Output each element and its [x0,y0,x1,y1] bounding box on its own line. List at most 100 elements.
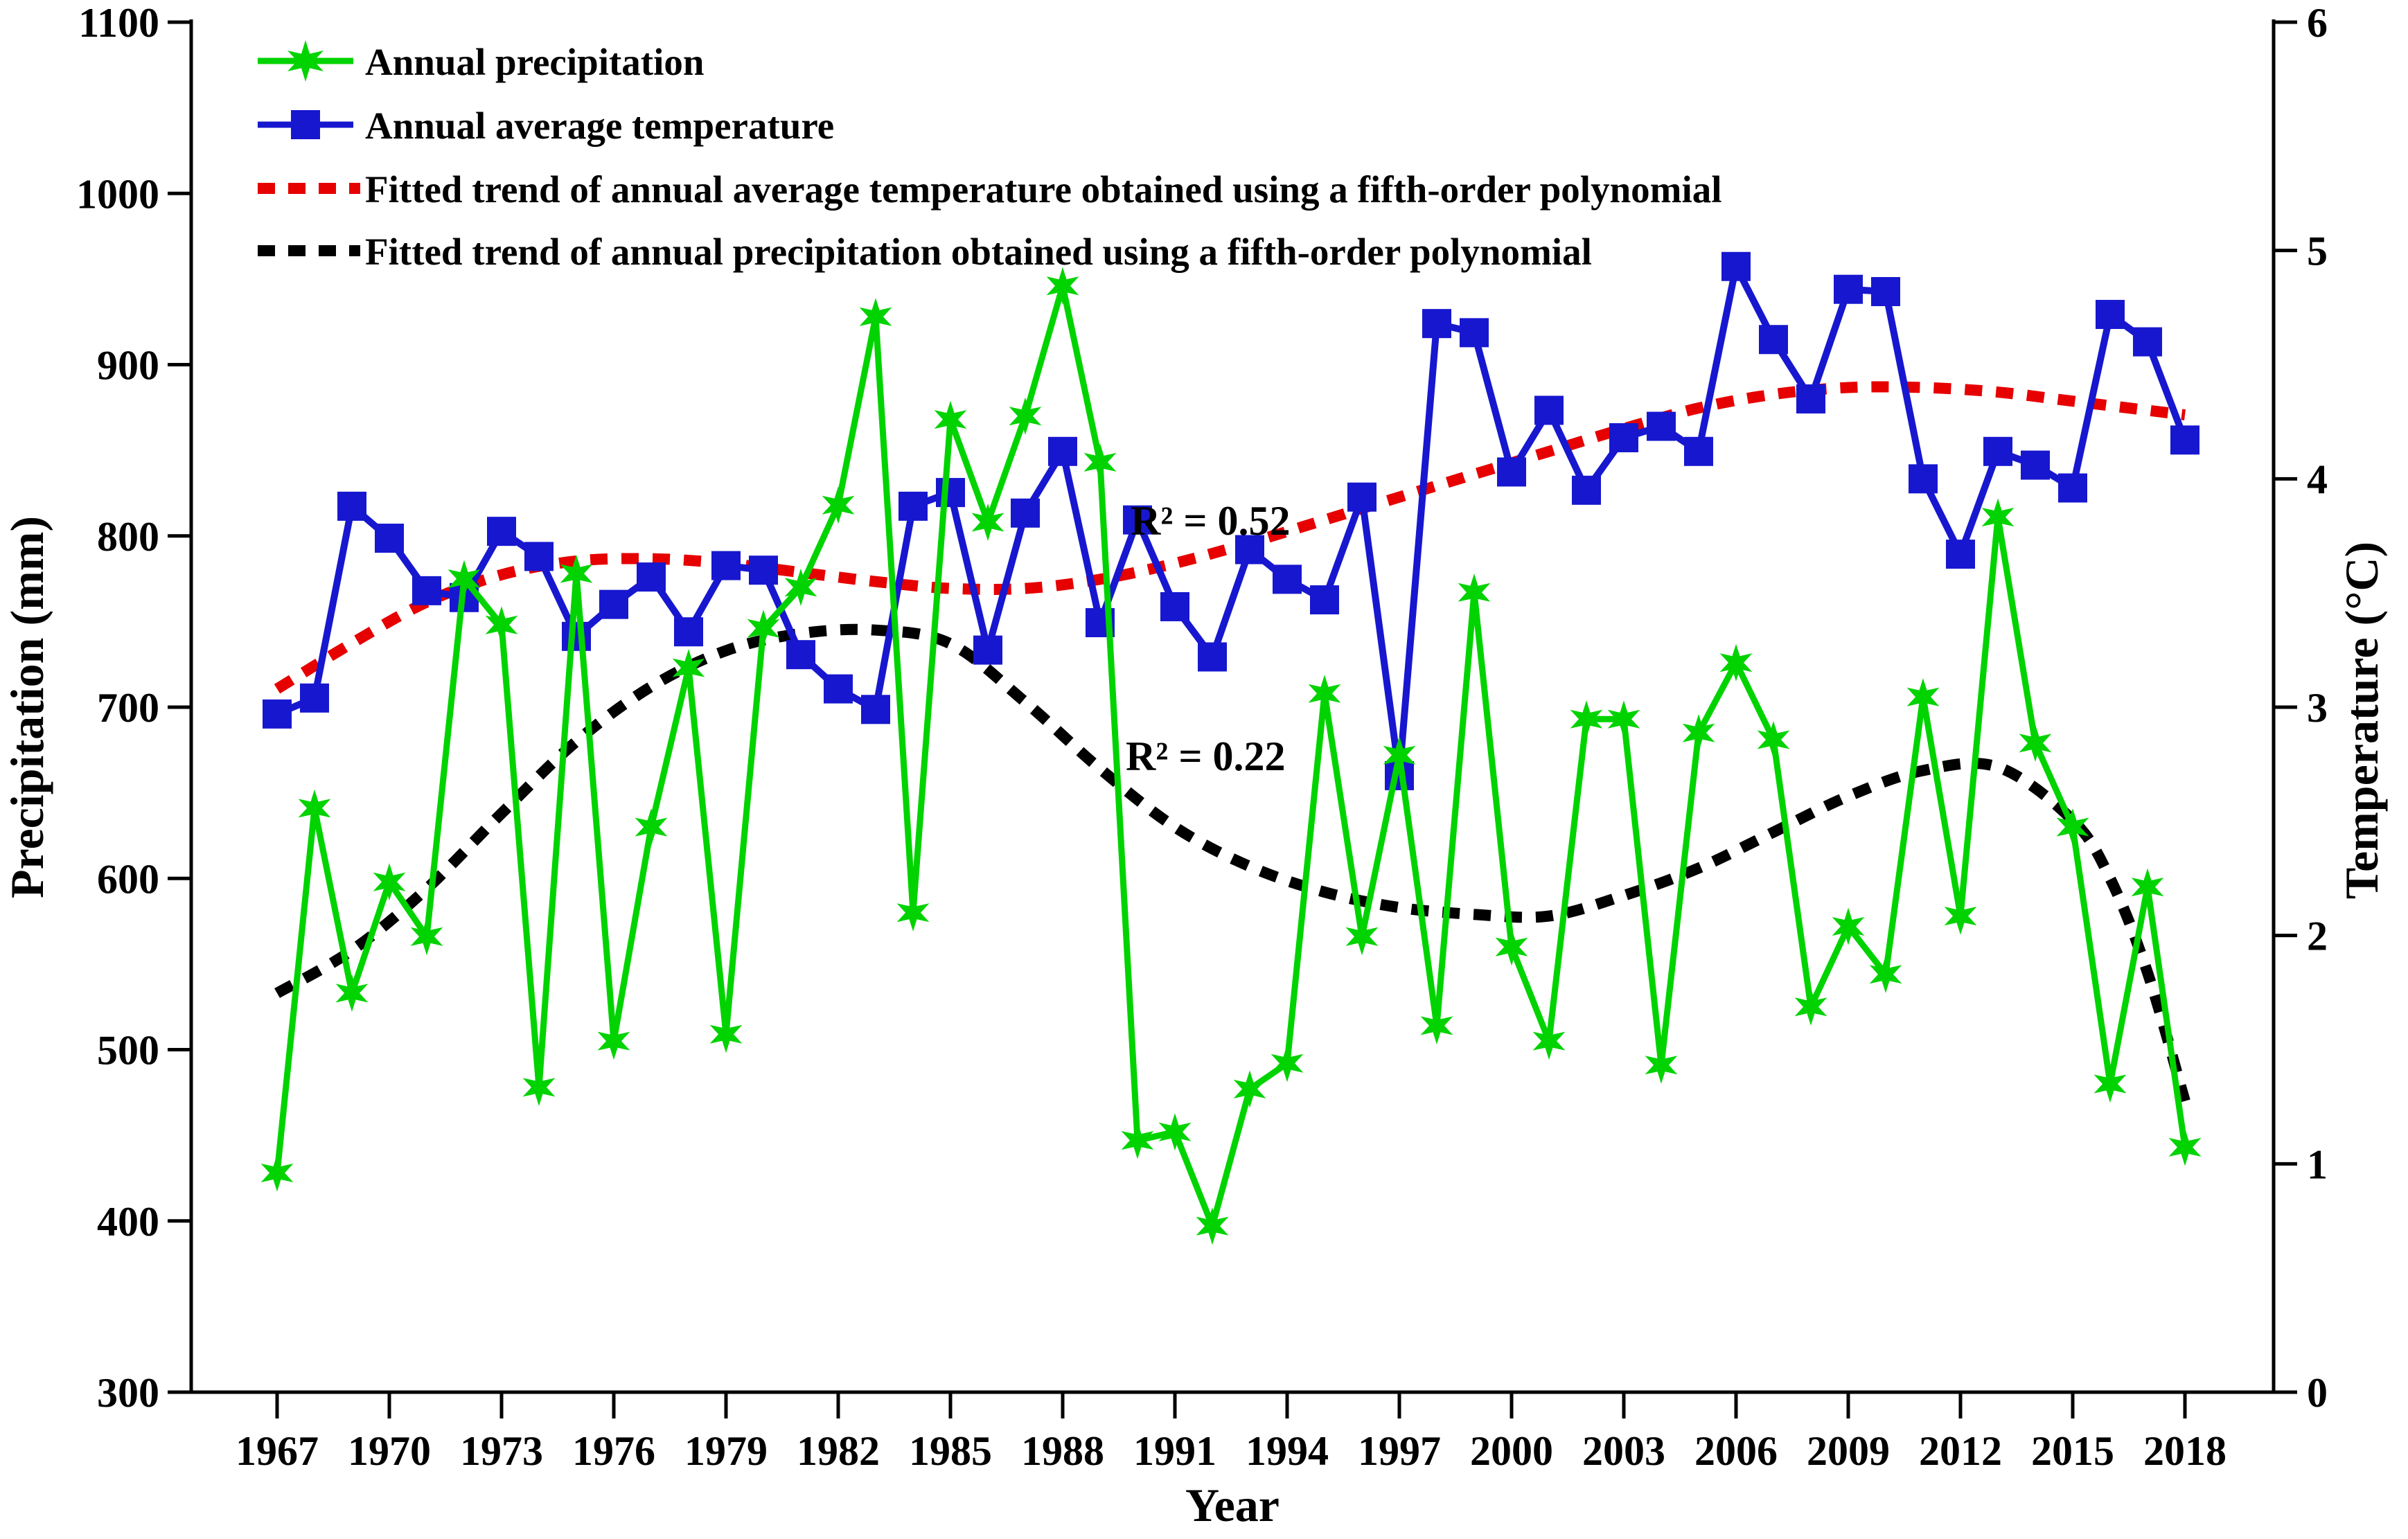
legend-item-annual-average-temperature: Annual average temperature [258,105,834,147]
precipitation-star-marker [635,808,668,846]
precipitation-star-marker [260,1154,294,1192]
precipitation-star-marker [298,789,331,827]
temperature-square-marker [1123,505,1152,535]
precipitation-star-marker [2131,868,2164,906]
legend: Annual precipitation Annual average temp… [258,40,1722,273]
legend-item-precipitation-trend: Fitted trend of annual precipitation obt… [258,231,1592,273]
precipitation-star-marker [1532,1022,1566,1060]
precipitation-line [274,283,2188,1229]
data-series-layer [260,251,2202,1245]
y-left-tick-label: 400 [97,1199,159,1245]
legend-square-icon [291,110,320,139]
y-left-tick-label: 500 [97,1028,159,1074]
y-right-tick-label: 3 [2307,685,2328,731]
precipitation-star-marker [1083,443,1117,481]
x-tick-label: 2006 [1694,1428,1778,1474]
y-right-axis-title: Temperature (°C) [2335,542,2388,899]
temperature-square-marker [1235,535,1264,564]
temperature-square-marker [1273,564,1302,594]
temperature-square-marker [749,555,778,585]
temperature-square-marker [973,635,1002,665]
precipitation-star-marker [859,298,892,336]
precipitation-star-marker [1794,988,1827,1026]
axes-layer: 300 400 500 600 700 800 900 1000 1100 0 1 2 3 4 5 6 1967… [76,0,2328,1474]
legend-item-annual-precipitation: Annual precipitation [258,40,705,83]
y-right-tick-label: 6 [2307,0,2328,46]
x-tick-label: 2018 [2143,1428,2226,1474]
temperature-square-marker [487,517,516,546]
x-tick-label: 1982 [797,1428,880,1474]
precipitation-star-marker [1607,700,1640,738]
precipitation-star-marker [2019,724,2052,762]
x-tick-label: 1997 [1358,1428,1441,1474]
temperature-square-marker [1534,395,1564,425]
x-tick-label: 2003 [1582,1428,1665,1474]
series-annual-average-temperature [263,251,2199,790]
precipitation-star-marker [1233,1070,1266,1108]
precipitation-star-marker [335,974,369,1012]
precipitation-star-marker [747,610,780,648]
temperature-square-marker [1347,482,1376,512]
temperature-square-marker [1497,457,1526,487]
temperature-square-marker [2133,327,2162,357]
temperature-square-marker [1460,318,1489,348]
y-left-axis-title: Precipitation (mm) [1,516,53,898]
temperature-square-marker [2170,425,2199,455]
temperature-square-marker [1609,422,1638,452]
precipitation-star-marker [1682,714,1715,752]
y-left-tick-label: 700 [97,685,159,731]
temperature-square-marker [1160,591,1189,621]
temperature-square-marker [337,491,366,521]
legend-star-icon [287,40,324,82]
x-tick-label: 1967 [236,1428,319,1474]
temperature-square-marker [1834,274,1863,304]
precipitation-star-marker [1046,267,1079,305]
precipitation-star-marker [1458,573,1491,612]
temperature-square-marker [1422,309,1451,339]
y-left-tick-label: 600 [97,856,159,902]
x-tick-label: 1976 [572,1428,655,1474]
temperature-square-marker [1572,475,1601,505]
x-tick-label: 1988 [1021,1428,1104,1474]
temperature-square-marker [674,617,703,647]
precipitation-star-marker [1869,955,1902,993]
x-tick-label: 2000 [1470,1428,1553,1474]
precipitation-star-marker [1196,1207,1229,1245]
y-left-tick-label: 1000 [76,171,159,217]
precipitation-star-marker [1308,675,1341,713]
temperature-square-marker [1871,277,1900,307]
temperature-square-marker [1796,384,1825,413]
x-tick-label: 1985 [909,1428,992,1474]
precipitation-star-marker [784,568,817,606]
precipitation-star-marker [1009,397,1042,435]
precipitation-star-marker [822,486,855,524]
temperature-square-marker [1721,251,1751,281]
temperature-square-marker [1011,498,1040,528]
temperature-square-marker [1310,585,1339,615]
precipitation-star-marker [1495,928,1528,966]
precipitation-star-marker [2168,1128,2202,1166]
temperature-square-marker [637,562,666,592]
y-right-tick-label: 2 [2307,914,2328,959]
precipitation-star-marker [2093,1065,2127,1103]
x-axis-title: Year [1185,1479,1280,1531]
temperature-square-marker [375,524,404,553]
precipitation-star-marker [485,606,518,644]
temperature-square-marker [936,478,965,508]
precipitation-star-marker [1981,498,2015,536]
temperature-square-marker [1048,436,1077,466]
precipitation-star-marker [1158,1113,1192,1151]
r2-annotation-temperature: R² = 0.52 [1131,498,1291,544]
temperature-square-marker [898,491,928,521]
precipitation-star-marker [522,1068,556,1106]
x-tick-label: 2009 [1807,1428,1890,1474]
temperature-square-marker [599,589,628,619]
temperature-square-marker [1946,540,1975,569]
y-right-tick-label: 5 [2307,229,2328,274]
x-tick-label: 2012 [1919,1428,2002,1474]
y-left-tick-label: 800 [97,514,159,560]
x-tick-label: 1970 [348,1428,431,1474]
precipitation-star-marker [448,560,481,598]
precipitation-star-marker [1121,1121,1154,1159]
